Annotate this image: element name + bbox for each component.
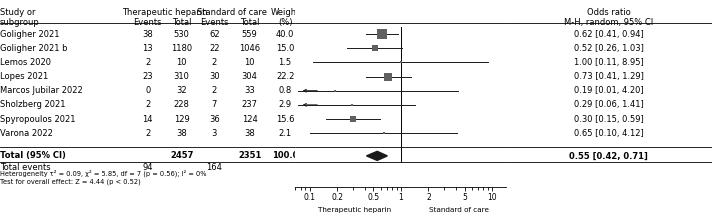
Text: 129: 129 (174, 115, 189, 124)
Text: 0.29 [0.06, 1.41]: 0.29 [0.06, 1.41] (574, 100, 644, 109)
Text: 2.1: 2.1 (278, 129, 292, 138)
Text: 36: 36 (209, 115, 219, 124)
Text: Weight: Weight (271, 8, 300, 17)
Text: 62: 62 (209, 29, 219, 38)
Text: Total events: Total events (0, 163, 51, 172)
Text: 22: 22 (209, 44, 219, 53)
Polygon shape (367, 151, 387, 160)
Text: 1180: 1180 (171, 44, 192, 53)
Text: 7: 7 (211, 100, 217, 109)
Text: 13: 13 (142, 44, 153, 53)
Text: 0: 0 (145, 86, 150, 95)
Text: Lopes 2021: Lopes 2021 (0, 72, 48, 81)
Text: 14: 14 (142, 115, 153, 124)
Text: Therapeutic heparin: Therapeutic heparin (122, 8, 207, 17)
Text: 0.55 [0.42, 0.71]: 0.55 [0.42, 0.71] (570, 151, 648, 160)
Text: 2457: 2457 (170, 151, 194, 160)
Text: Total: Total (172, 18, 192, 28)
Text: M-H, random, 95% CI: M-H, random, 95% CI (564, 18, 654, 28)
Text: Events: Events (133, 18, 162, 28)
Text: 1.00 [0.11, 8.95]: 1.00 [0.11, 8.95] (574, 58, 644, 67)
Text: 2.9: 2.9 (278, 100, 292, 109)
Text: 310: 310 (174, 72, 189, 81)
Text: 0.30 [0.15, 0.59]: 0.30 [0.15, 0.59] (574, 115, 644, 124)
Text: 530: 530 (174, 29, 189, 38)
Text: 2: 2 (145, 58, 150, 67)
Text: 164: 164 (206, 163, 222, 172)
Text: 38: 38 (244, 129, 255, 138)
Text: 124: 124 (242, 115, 258, 124)
Text: 0.52 [0.26, 1.03]: 0.52 [0.26, 1.03] (574, 44, 644, 53)
Text: 304: 304 (242, 72, 258, 81)
Text: 10: 10 (177, 58, 187, 67)
Text: 237: 237 (241, 100, 258, 109)
Text: subgroup: subgroup (0, 18, 40, 28)
Text: 40.0: 40.0 (276, 29, 294, 38)
Text: 38: 38 (177, 129, 187, 138)
Text: 15.6: 15.6 (276, 115, 294, 124)
Text: Total: Total (240, 18, 259, 28)
Text: 30: 30 (209, 72, 219, 81)
Text: Goligher 2021: Goligher 2021 (0, 29, 60, 38)
Text: Varona 2022: Varona 2022 (0, 129, 53, 138)
Text: Test for overall effect: Z = 4.44 (p < 0.52): Test for overall effect: Z = 4.44 (p < 0… (0, 178, 141, 185)
Text: 22.2: 22.2 (276, 72, 294, 81)
Text: 32: 32 (177, 86, 187, 95)
Text: 23: 23 (142, 72, 153, 81)
Text: 94: 94 (142, 163, 153, 172)
Text: 228: 228 (174, 100, 189, 109)
Text: 2: 2 (145, 129, 150, 138)
Text: 0.73 [0.41, 1.29]: 0.73 [0.41, 1.29] (574, 72, 644, 81)
Text: Total (95% CI): Total (95% CI) (0, 151, 66, 160)
Text: Lemos 2020: Lemos 2020 (0, 58, 51, 67)
Text: Marcos Jubilar 2022: Marcos Jubilar 2022 (0, 86, 83, 95)
Text: 100.0: 100.0 (272, 151, 298, 160)
Text: (%): (%) (278, 18, 293, 28)
Text: 1046: 1046 (239, 44, 261, 53)
Text: 559: 559 (242, 29, 258, 38)
Text: 38: 38 (142, 29, 153, 38)
Text: 0.8: 0.8 (278, 86, 292, 95)
Text: 15.0: 15.0 (276, 44, 294, 53)
Text: 0.62 [0.41, 0.94]: 0.62 [0.41, 0.94] (574, 29, 644, 38)
Text: Study or: Study or (0, 8, 36, 17)
Text: 0.65 [0.10, 4.12]: 0.65 [0.10, 4.12] (574, 129, 644, 138)
Text: Heterogeneity τ² = 0.09, χ² = 5.85, df = 7 (p = 0.56); I² = 0%: Heterogeneity τ² = 0.09, χ² = 5.85, df =… (0, 169, 206, 177)
Text: Goligher 2021 b: Goligher 2021 b (0, 44, 68, 53)
Text: Spyropoulos 2021: Spyropoulos 2021 (0, 115, 75, 124)
Text: Sholzberg 2021: Sholzberg 2021 (0, 100, 66, 109)
Text: 0.19 [0.01, 4.20]: 0.19 [0.01, 4.20] (574, 86, 644, 95)
Text: 2: 2 (145, 100, 150, 109)
Text: Events: Events (200, 18, 229, 28)
Text: 2: 2 (211, 86, 217, 95)
Text: 1.5: 1.5 (278, 58, 292, 67)
Text: 33: 33 (244, 86, 255, 95)
Text: Standard of care: Standard of care (429, 207, 489, 213)
Text: 3: 3 (211, 129, 217, 138)
Text: Odds ratio: Odds ratio (587, 8, 631, 17)
Text: Therapeutic heparin: Therapeutic heparin (318, 207, 391, 213)
Text: Standard of care: Standard of care (197, 8, 267, 17)
Text: 10: 10 (244, 58, 255, 67)
Text: 2: 2 (211, 58, 217, 67)
Text: 2351: 2351 (238, 151, 261, 160)
